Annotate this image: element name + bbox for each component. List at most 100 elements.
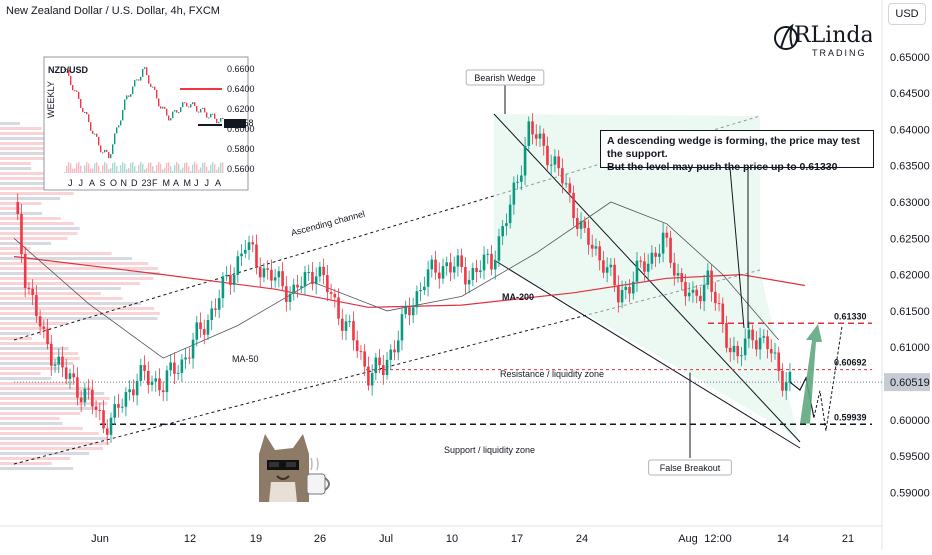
level-label-resistance: 0.60692 [834,358,867,368]
inset-volume-bar [178,163,180,173]
candle-body [777,352,781,371]
volume-profile-bar [0,327,51,330]
inset-candle [146,67,148,76]
inset-candle [80,98,82,108]
inset-candle [78,91,80,99]
inset-x-tick: M [163,178,171,188]
inset-volume-bar [166,162,168,173]
volume-profile-bar [0,252,112,255]
candle-body [221,276,225,299]
inset-candle [104,149,106,153]
volume-profile-bar [0,442,110,445]
volume-profile-bar [0,397,110,400]
inset-x-tick: S [100,178,106,188]
inset-y-tick: 0.6200 [227,104,255,114]
inset-volume-bar [214,164,216,173]
inset-candle [208,117,210,119]
volume-profile-bar [0,247,31,250]
volume-profile-bar [0,372,41,375]
candle-body [243,249,247,254]
candle-body [434,259,437,273]
candle-body [109,417,113,435]
candle-body [437,272,441,279]
inset-candle [176,110,178,113]
volume-profile-bar [0,197,61,200]
candles [16,113,792,445]
inset-candle [214,113,216,119]
inset-candle [110,154,112,159]
price-tick: 0.60000 [890,415,930,427]
inset-volume-bar [186,162,188,173]
candle-body [493,260,497,270]
inset-candle [186,102,188,107]
inset-volume-bar [158,162,160,173]
inset-volume-bar [84,165,86,173]
ma50-line [13,201,780,359]
candle-body [247,242,251,250]
inset-candle [188,106,190,108]
price-tick: 0.62500 [890,233,930,245]
candle-body [285,286,288,302]
inset-volume-bar [106,163,108,173]
candle-body [549,164,553,166]
candle-body [534,134,538,139]
date-tick: 12 [184,533,196,545]
inset-volume-bar [212,162,214,173]
ascending-channel-label: Ascending channel [290,209,366,238]
support-zone-label: Support / liquidity zone [444,445,535,455]
candle-body [363,351,366,367]
inset-candle [84,112,86,114]
date-tick: 17 [511,533,523,545]
inset-candle [118,125,120,128]
cat-mascot-image [253,432,335,502]
inset-volume-bar [144,169,146,173]
inset-volume-bar [206,166,208,173]
inset-candle [106,149,108,152]
candle-body [743,338,747,356]
false-breakout-label-box [648,459,732,476]
candle-body [87,388,90,390]
candle-body [229,274,232,285]
inset-candle [136,79,138,81]
candle-body [262,268,266,278]
inset-frame [43,56,249,191]
inset-candle [130,94,132,97]
candle-body [415,291,419,308]
candle-body [680,273,684,282]
inset-candle [152,86,154,88]
inset-candle [220,118,222,122]
candle-body [665,232,669,238]
inset-volume-bar [164,167,166,173]
currency-button[interactable]: USD [888,3,926,25]
candle-body [710,270,713,292]
inset-volume-bar [142,163,144,173]
candle-body [307,272,311,274]
volume-profile-bar [0,147,78,150]
candle-body [292,284,296,294]
inset-volume-bar [200,167,202,173]
candle-body [199,322,202,330]
inset-volume-bar [112,163,114,173]
brand-logo: RLinda TRADING [772,18,874,62]
candle-body [758,337,762,350]
inset-candle [68,69,70,76]
candle-body [16,202,20,214]
inset-volume-bar [90,168,92,173]
candle-body [564,183,568,185]
candle-body [441,266,445,279]
inset-x-tick: J [205,178,210,188]
candle-body [523,145,527,176]
candle-body [143,365,146,371]
candle-body [658,253,661,257]
inset-volume-bar [110,168,112,173]
inset-volume-bar [176,162,178,173]
candle-body [61,356,64,368]
candle-body [393,349,396,353]
candle-body [176,372,180,374]
volume-profile-bar [0,132,61,135]
candle-body [538,133,542,139]
candle-body [180,359,184,373]
candle-body [561,168,564,184]
